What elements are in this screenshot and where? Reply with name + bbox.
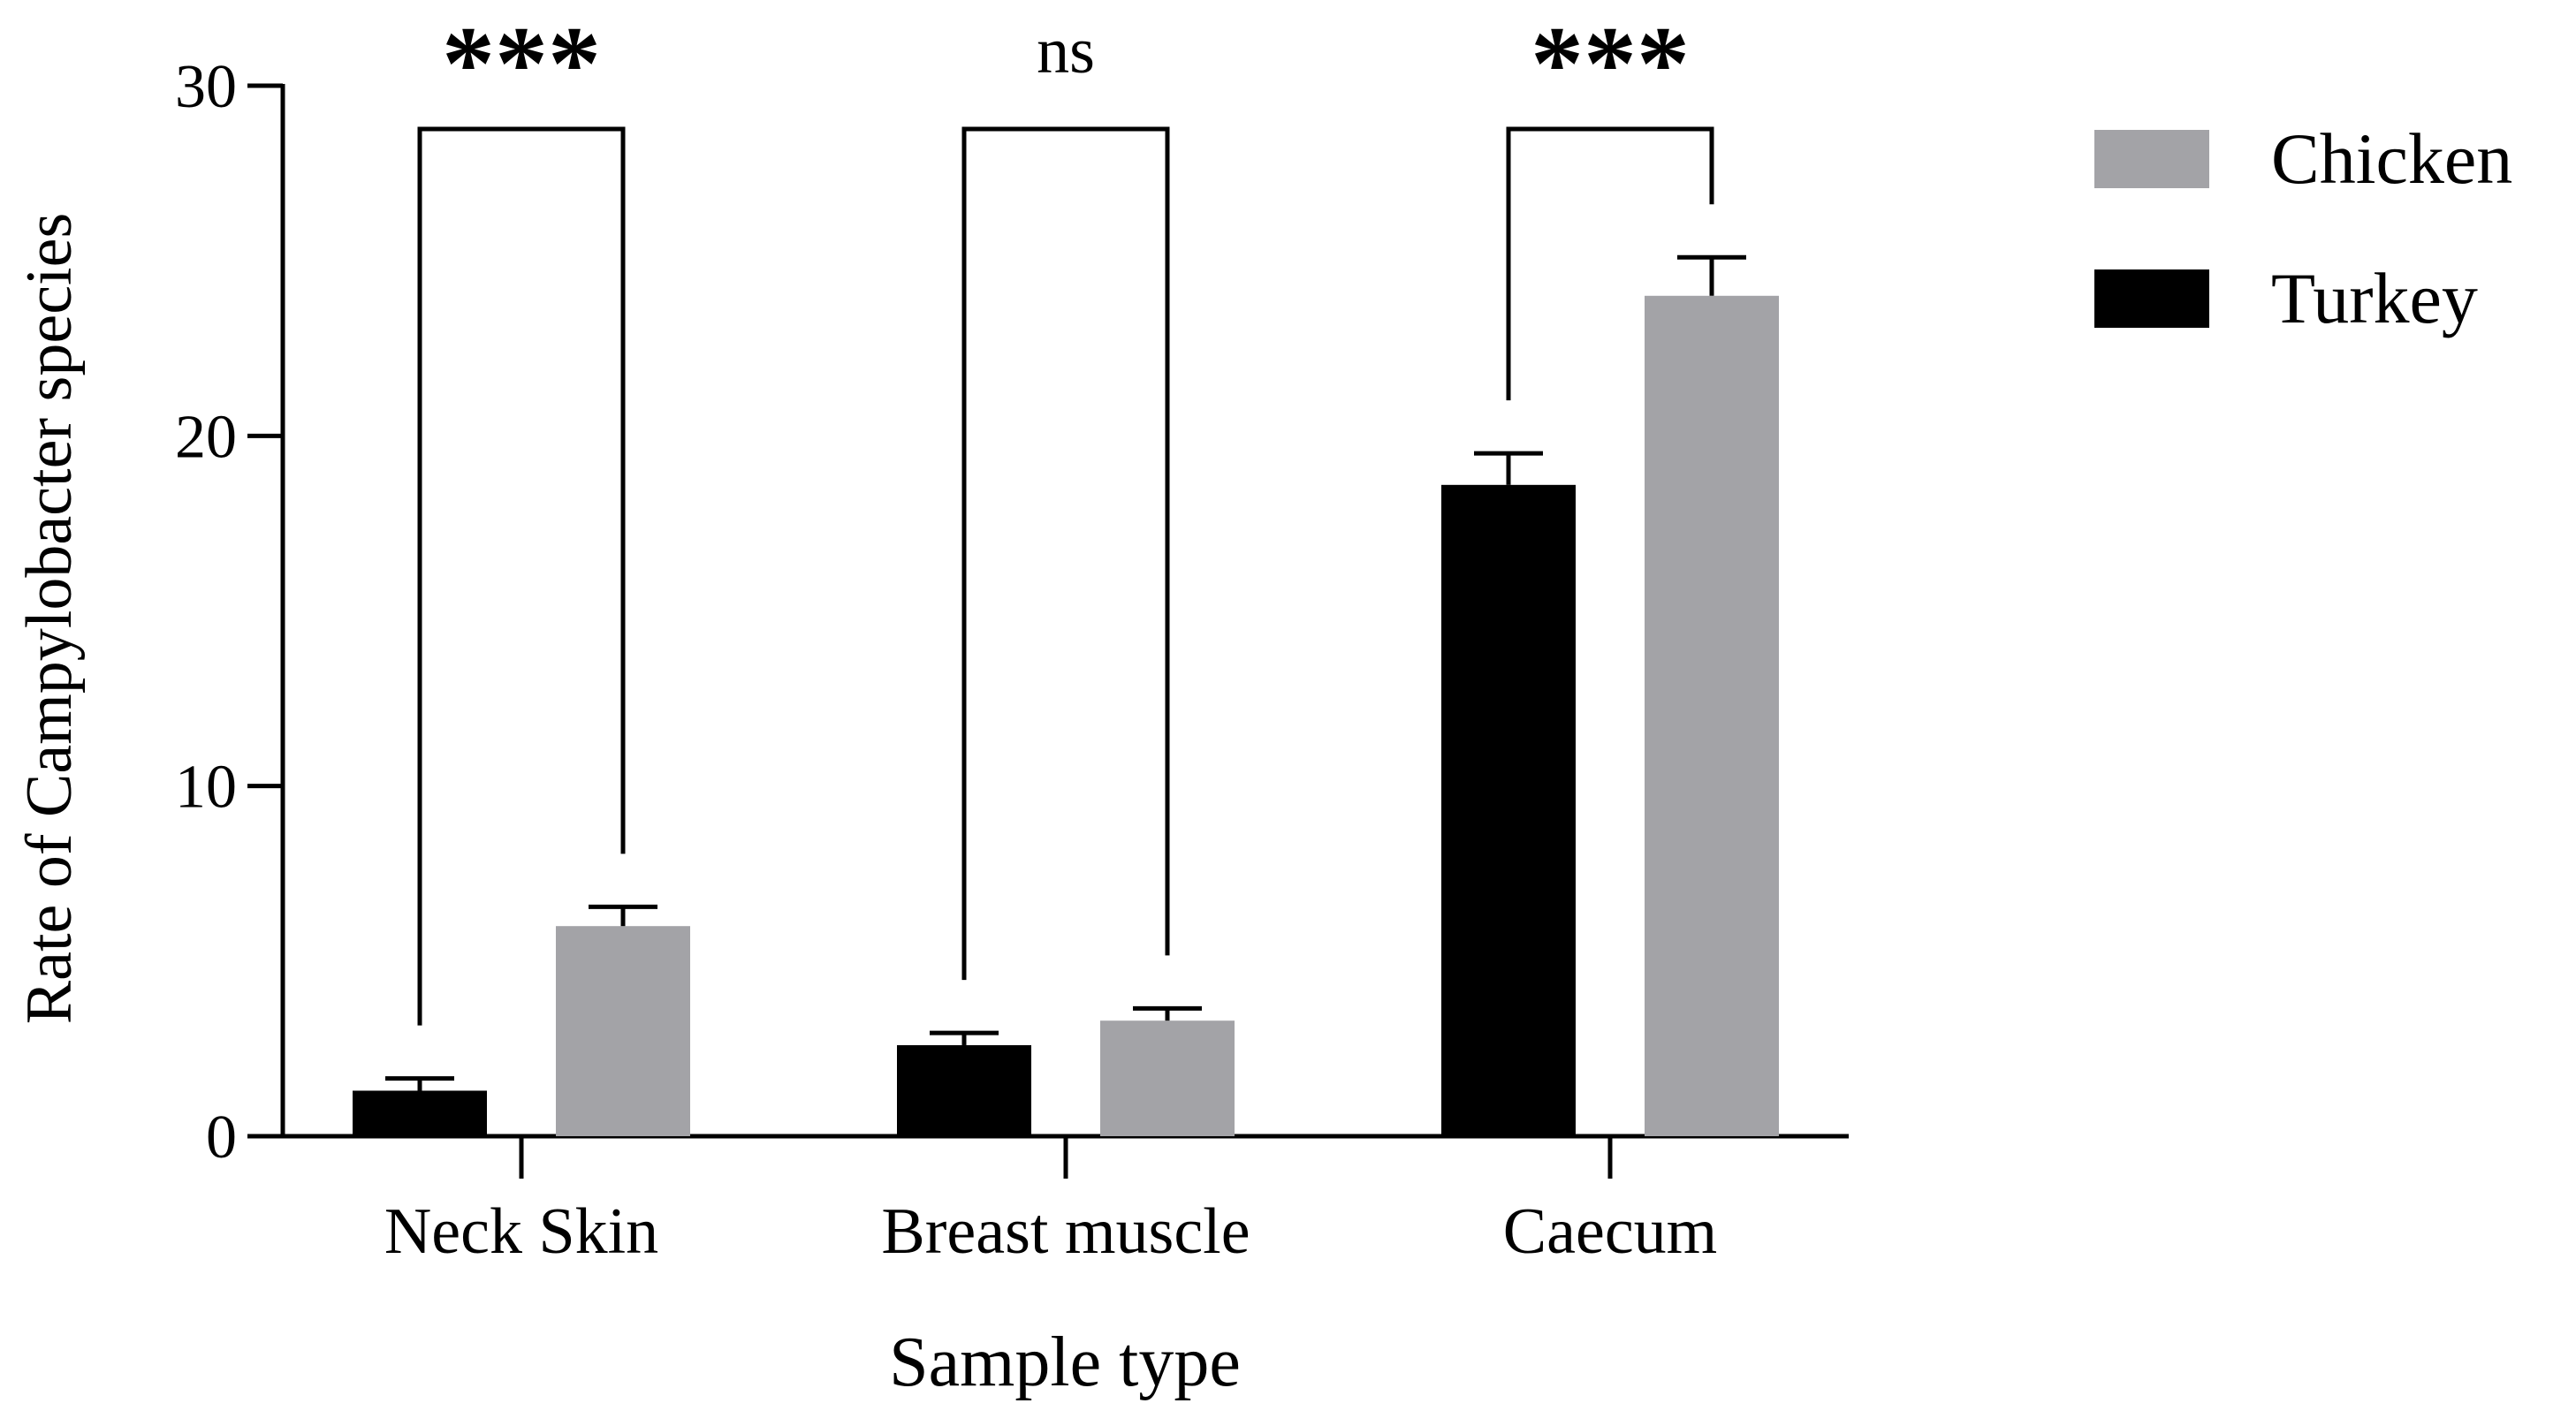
- legend-label-turkey: Turkey: [2271, 258, 2478, 338]
- y-tick-label: 10: [175, 754, 237, 822]
- y-axis: 0 10 20 30: [175, 53, 285, 1172]
- y-axis-label: Rate of Campylobacter species: [13, 213, 86, 1025]
- y-tick-label: 0: [206, 1104, 237, 1172]
- bar-chicken: [556, 926, 690, 1136]
- y-tick-label: 20: [175, 403, 237, 471]
- x-tick-label: Breast muscle: [881, 1195, 1250, 1268]
- x-tick-label: Neck Skin: [384, 1195, 658, 1268]
- legend-swatch-chicken: [2094, 130, 2209, 188]
- x-tick-label: Caecum: [1503, 1195, 1717, 1268]
- significance-bracket: [961, 126, 1170, 981]
- legend: Chicken Turkey: [2094, 118, 2512, 338]
- significance-bracket: [417, 126, 626, 1026]
- legend-label-chicken: Chicken: [2271, 118, 2512, 199]
- significance-label: ***: [442, 4, 601, 122]
- significance-label: ns: [1037, 15, 1095, 87]
- bar-turkey: [1441, 484, 1576, 1136]
- legend-swatch-turkey: [2094, 269, 2209, 328]
- significance-annotations: *** ns ***: [417, 4, 1714, 1026]
- bars: [353, 254, 1779, 1136]
- significance-bracket: [1506, 126, 1714, 401]
- bar-chicken: [1100, 1020, 1235, 1136]
- bar-turkey: [353, 1090, 487, 1136]
- x-axis: Neck Skin Breast muscle Caecum: [281, 1134, 1849, 1268]
- significance-label: ***: [1531, 4, 1690, 122]
- bar-chicken: [1645, 295, 1779, 1136]
- bar-turkey: [897, 1044, 1031, 1136]
- y-tick-label: 30: [175, 53, 237, 121]
- x-axis-label: Sample type: [889, 1324, 1241, 1401]
